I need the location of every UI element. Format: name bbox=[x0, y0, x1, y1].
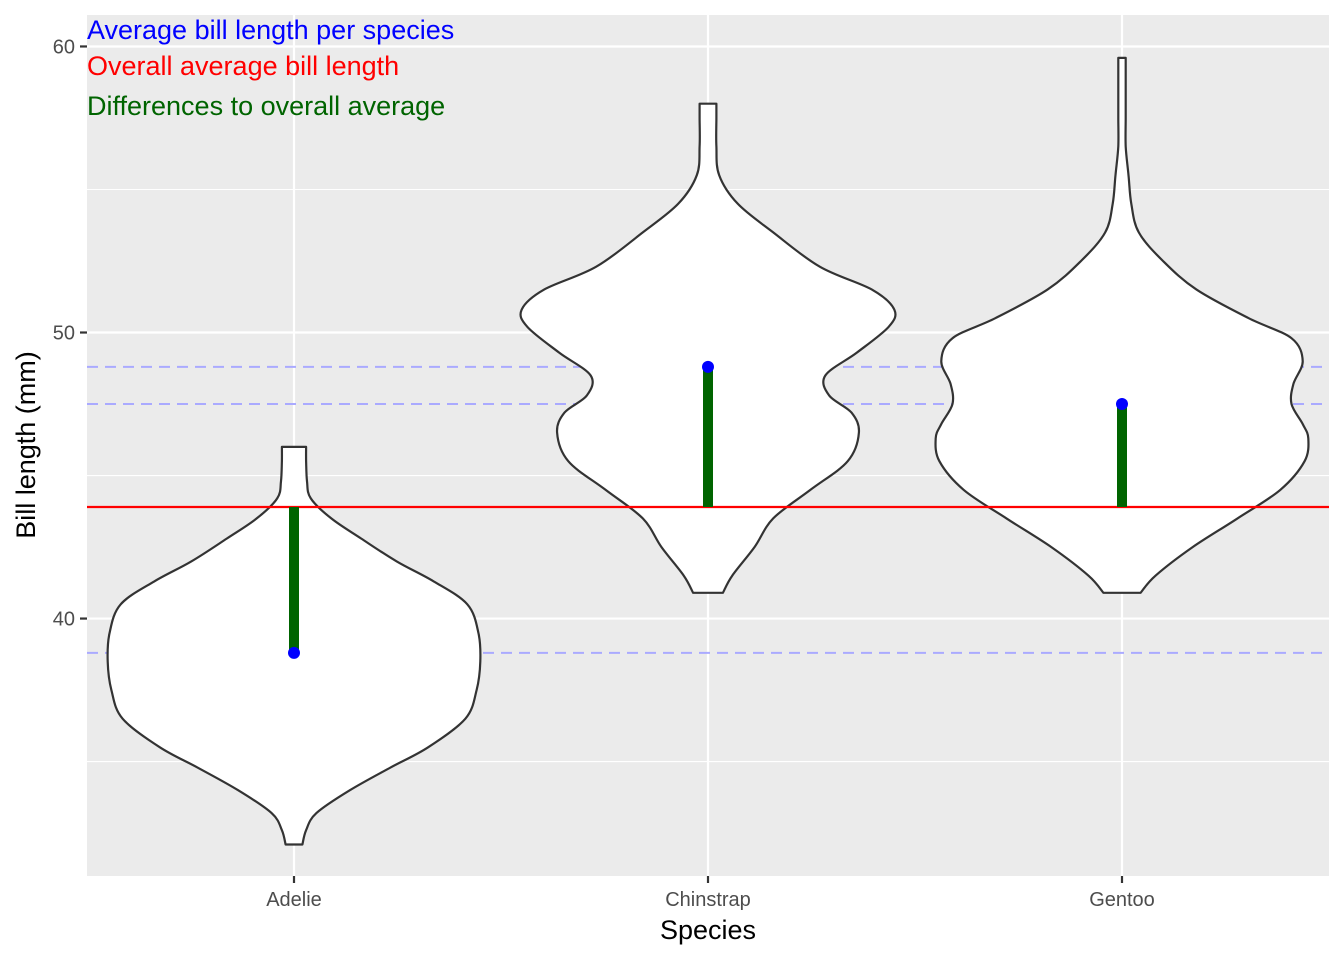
annotation-overall-average: Overall average bill length bbox=[87, 51, 399, 81]
annotation-species-average: Average bill length per species bbox=[87, 15, 454, 45]
species-mean-point bbox=[288, 646, 300, 659]
violin-gentoo bbox=[934, 56, 1310, 594]
x-axis-title: Species bbox=[660, 915, 756, 945]
x-tick-label: Adelie bbox=[266, 889, 322, 911]
x-tick-label: Chinstrap bbox=[665, 889, 751, 911]
axes: 40 50 60 Adelie Chinstrap Gentoo bbox=[53, 36, 1155, 911]
y-tick-label: 50 bbox=[53, 323, 75, 345]
y-axis-title: Bill length (mm) bbox=[11, 351, 41, 539]
annotation-differences: Differences to overall average bbox=[87, 91, 445, 121]
species-mean-point bbox=[702, 360, 714, 373]
x-tick-label: Gentoo bbox=[1089, 889, 1155, 911]
species-mean-points bbox=[288, 360, 1128, 659]
y-tick-label: 40 bbox=[53, 609, 75, 631]
difference-segments bbox=[289, 366, 1127, 653]
y-tick-label: 60 bbox=[53, 36, 75, 58]
violin-chinstrap bbox=[519, 102, 897, 594]
species-mean-point bbox=[1116, 398, 1128, 411]
